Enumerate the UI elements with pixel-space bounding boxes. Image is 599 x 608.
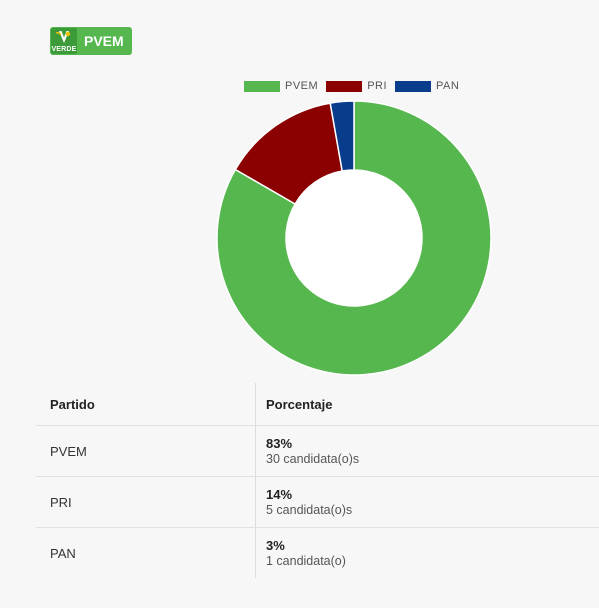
legend-swatch bbox=[244, 80, 280, 92]
header-party: Partido bbox=[36, 383, 256, 426]
results-table: Partido Porcentaje PVEM 83% 30 candidata… bbox=[36, 383, 599, 578]
table-row: PRI 14% 5 candidata(o)s bbox=[36, 476, 599, 528]
row-party: PRI bbox=[36, 476, 256, 528]
logo-text: VERDE bbox=[51, 46, 77, 53]
row-count: 30 candidata(o)s bbox=[266, 452, 360, 466]
table-header-row: Partido Porcentaje bbox=[36, 383, 599, 426]
row-percentage-cell: 14% 5 candidata(o)s bbox=[255, 476, 599, 528]
row-party: PVEM bbox=[36, 425, 256, 477]
party-name: PVEM bbox=[84, 33, 124, 49]
table-row: PVEM 83% 30 candidata(o)s bbox=[36, 425, 599, 477]
legend-item-pvem[interactable]: PVEM bbox=[244, 80, 318, 92]
legend-label: PRI bbox=[367, 80, 388, 92]
doughnut-hole bbox=[286, 170, 422, 306]
legend-label: PAN bbox=[436, 80, 460, 92]
party-badge: VERDE PVEM bbox=[50, 27, 132, 55]
legend-label: PVEM bbox=[285, 80, 319, 92]
row-count: 5 candidata(o)s bbox=[266, 503, 353, 517]
row-percentage-cell: 83% 30 candidata(o)s bbox=[255, 425, 599, 477]
verde-logo: VERDE bbox=[51, 28, 77, 54]
row-percentage: 3% bbox=[266, 538, 285, 553]
row-count: 1 candidata(o) bbox=[266, 554, 346, 568]
table-row: PAN 3% 1 candidata(o) bbox=[36, 527, 599, 578]
row-percentage: 14% bbox=[266, 487, 293, 502]
row-percentage: 83% bbox=[266, 436, 293, 451]
chart-legend: PVEM PRI PAN bbox=[244, 80, 467, 92]
header-percentage: Porcentaje bbox=[255, 383, 599, 426]
legend-swatch bbox=[395, 80, 432, 92]
row-percentage-cell: 3% 1 candidata(o) bbox=[255, 527, 599, 578]
row-party: PAN bbox=[50, 545, 76, 561]
legend-swatch bbox=[326, 80, 363, 92]
toucan-icon bbox=[55, 31, 71, 43]
legend-item-pri[interactable]: PRI bbox=[326, 80, 387, 92]
doughnut-chart bbox=[216, 100, 492, 376]
legend-item-pan[interactable]: PAN bbox=[395, 80, 459, 92]
